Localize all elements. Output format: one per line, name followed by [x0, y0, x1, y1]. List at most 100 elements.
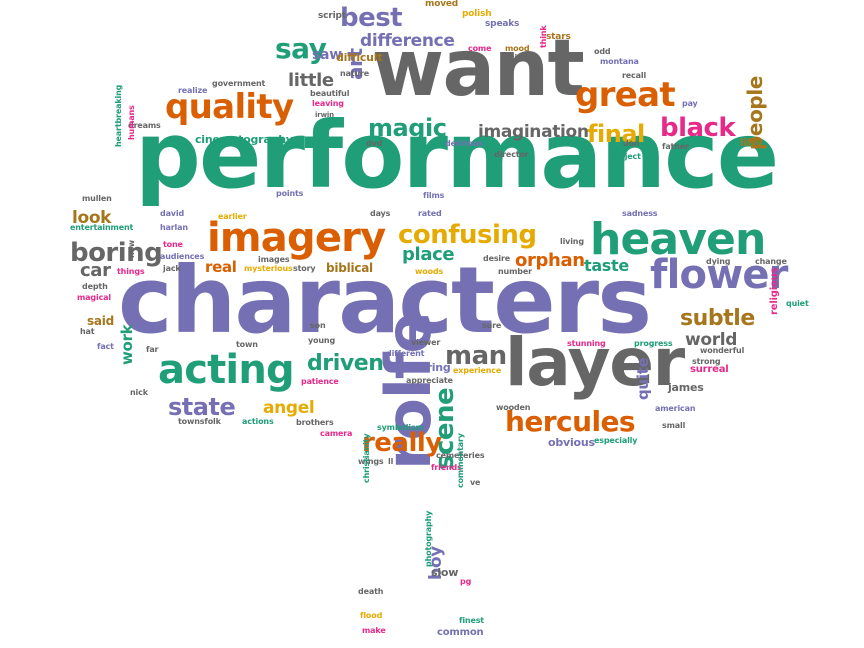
word-want: want — [372, 24, 585, 114]
word-far: far — [146, 345, 159, 354]
word-nick: nick — [130, 388, 148, 397]
word-heaven: heaven — [590, 214, 766, 265]
word-quite: quite — [634, 357, 652, 400]
word-irwin: irwin — [315, 111, 335, 119]
word-boring: boring — [70, 238, 163, 268]
word-stars: stars — [546, 32, 571, 42]
word-project: project — [610, 152, 641, 161]
word-wooden: wooden — [496, 403, 531, 412]
word-social: social — [500, 53, 525, 62]
word-angel: angel — [263, 398, 315, 418]
word-earlier: earlier — [218, 212, 247, 221]
word-wings: wings — [358, 457, 384, 466]
word-confusing: confusing — [398, 220, 537, 250]
word-films: films — [423, 191, 445, 200]
word-place: place — [402, 244, 455, 265]
word-religious: religious — [769, 267, 780, 315]
word-young: young — [308, 336, 336, 345]
word-magic: magic — [368, 114, 447, 142]
word-appreciate: appreciate — [406, 376, 453, 385]
word-car: car — [80, 260, 111, 281]
word-symbolism: symbolism — [377, 423, 424, 432]
word-biblical: biblical — [326, 261, 373, 275]
word-actions: actions — [242, 417, 274, 426]
word-taste: taste — [584, 256, 629, 275]
word-imagination: imagination — [478, 122, 589, 142]
word-town: town — [236, 340, 258, 349]
word-work: work — [118, 324, 136, 365]
word-surreal: surreal — [690, 364, 729, 375]
word-depth: depth — [82, 282, 108, 291]
word-jack: jack — [163, 264, 181, 273]
word-living: living — [560, 237, 584, 246]
word-dying: dying — [706, 257, 731, 266]
word-mood: mood — [505, 44, 530, 53]
word-look: look — [72, 208, 112, 228]
word-tone: tone — [163, 240, 183, 249]
word-black: black — [660, 113, 736, 143]
word-slow: slow — [431, 566, 459, 579]
word-new: new — [127, 239, 136, 258]
word-patience: patience — [301, 377, 339, 386]
word-best: best — [340, 3, 403, 33]
word-sure: sure — [482, 321, 502, 330]
word-imagery: imagery — [207, 215, 386, 261]
word-moved: moved — [425, 0, 459, 9]
word-photography: photography — [424, 510, 433, 567]
word-come: come — [468, 44, 492, 53]
word-montana: montana — [600, 57, 639, 66]
word-experience: experience — [453, 366, 502, 375]
word-recall: recall — [622, 71, 647, 80]
word-number: number — [498, 267, 532, 276]
word-points: points — [276, 189, 304, 198]
word-odd: odd — [594, 47, 611, 56]
word-story: story — [293, 264, 316, 273]
word-especially: especially — [594, 436, 638, 445]
word-orphan: orphan — [515, 250, 585, 271]
word-really: really — [362, 428, 442, 458]
word-obvious: obvious — [548, 436, 595, 449]
word-cinematography: cinematography — [195, 133, 293, 146]
word-different: different — [386, 349, 425, 358]
word-script: script — [318, 11, 346, 21]
word-great: great — [575, 75, 676, 115]
word-days: days — [370, 209, 391, 218]
word-final: final — [587, 120, 645, 148]
word-audiences: audiences — [160, 252, 205, 261]
word-david: david — [160, 209, 185, 218]
word-townsfolk: townsfolk — [178, 417, 221, 426]
word-small: small — [662, 421, 686, 430]
word-subtle: subtle — [680, 306, 755, 331]
word-magical: magical — [77, 293, 111, 302]
word-characters: characters — [118, 247, 652, 354]
word-commentary: commentary — [456, 433, 465, 488]
word-images: images — [258, 255, 290, 264]
word-leaving: leaving — [312, 99, 344, 108]
word-cemeteries: cemeteries — [436, 451, 485, 460]
word-strong: strong — [692, 357, 721, 366]
word-american: american — [655, 404, 696, 413]
word-hercules: hercules — [505, 405, 636, 438]
word-polish: polish — [462, 9, 492, 19]
word-change: change — [755, 257, 787, 266]
word-performance: performance — [135, 102, 779, 209]
word-heartbreaking: heartbreaking — [114, 84, 123, 147]
word-dvd: dvd — [366, 139, 383, 148]
word-difference: difference — [360, 31, 455, 51]
word-pg: pg — [460, 577, 472, 586]
word-delirious: delirious — [445, 139, 483, 148]
word-son: son — [310, 321, 326, 330]
word-flood: flood — [360, 611, 383, 620]
word-progress: progress — [634, 339, 673, 348]
word-real: real — [205, 258, 237, 276]
word-government: government — [212, 79, 266, 88]
word-world: world — [685, 330, 738, 350]
word-say: say — [275, 32, 327, 65]
word-mysterious: mysterious — [244, 264, 293, 273]
word-quiet: quiet — [786, 299, 809, 308]
word-director: director — [494, 150, 529, 159]
word-ll: ll — [388, 457, 394, 466]
word-said: said — [87, 314, 114, 328]
word-brothers: brothers — [296, 418, 334, 427]
word-hat: hat — [80, 327, 95, 336]
